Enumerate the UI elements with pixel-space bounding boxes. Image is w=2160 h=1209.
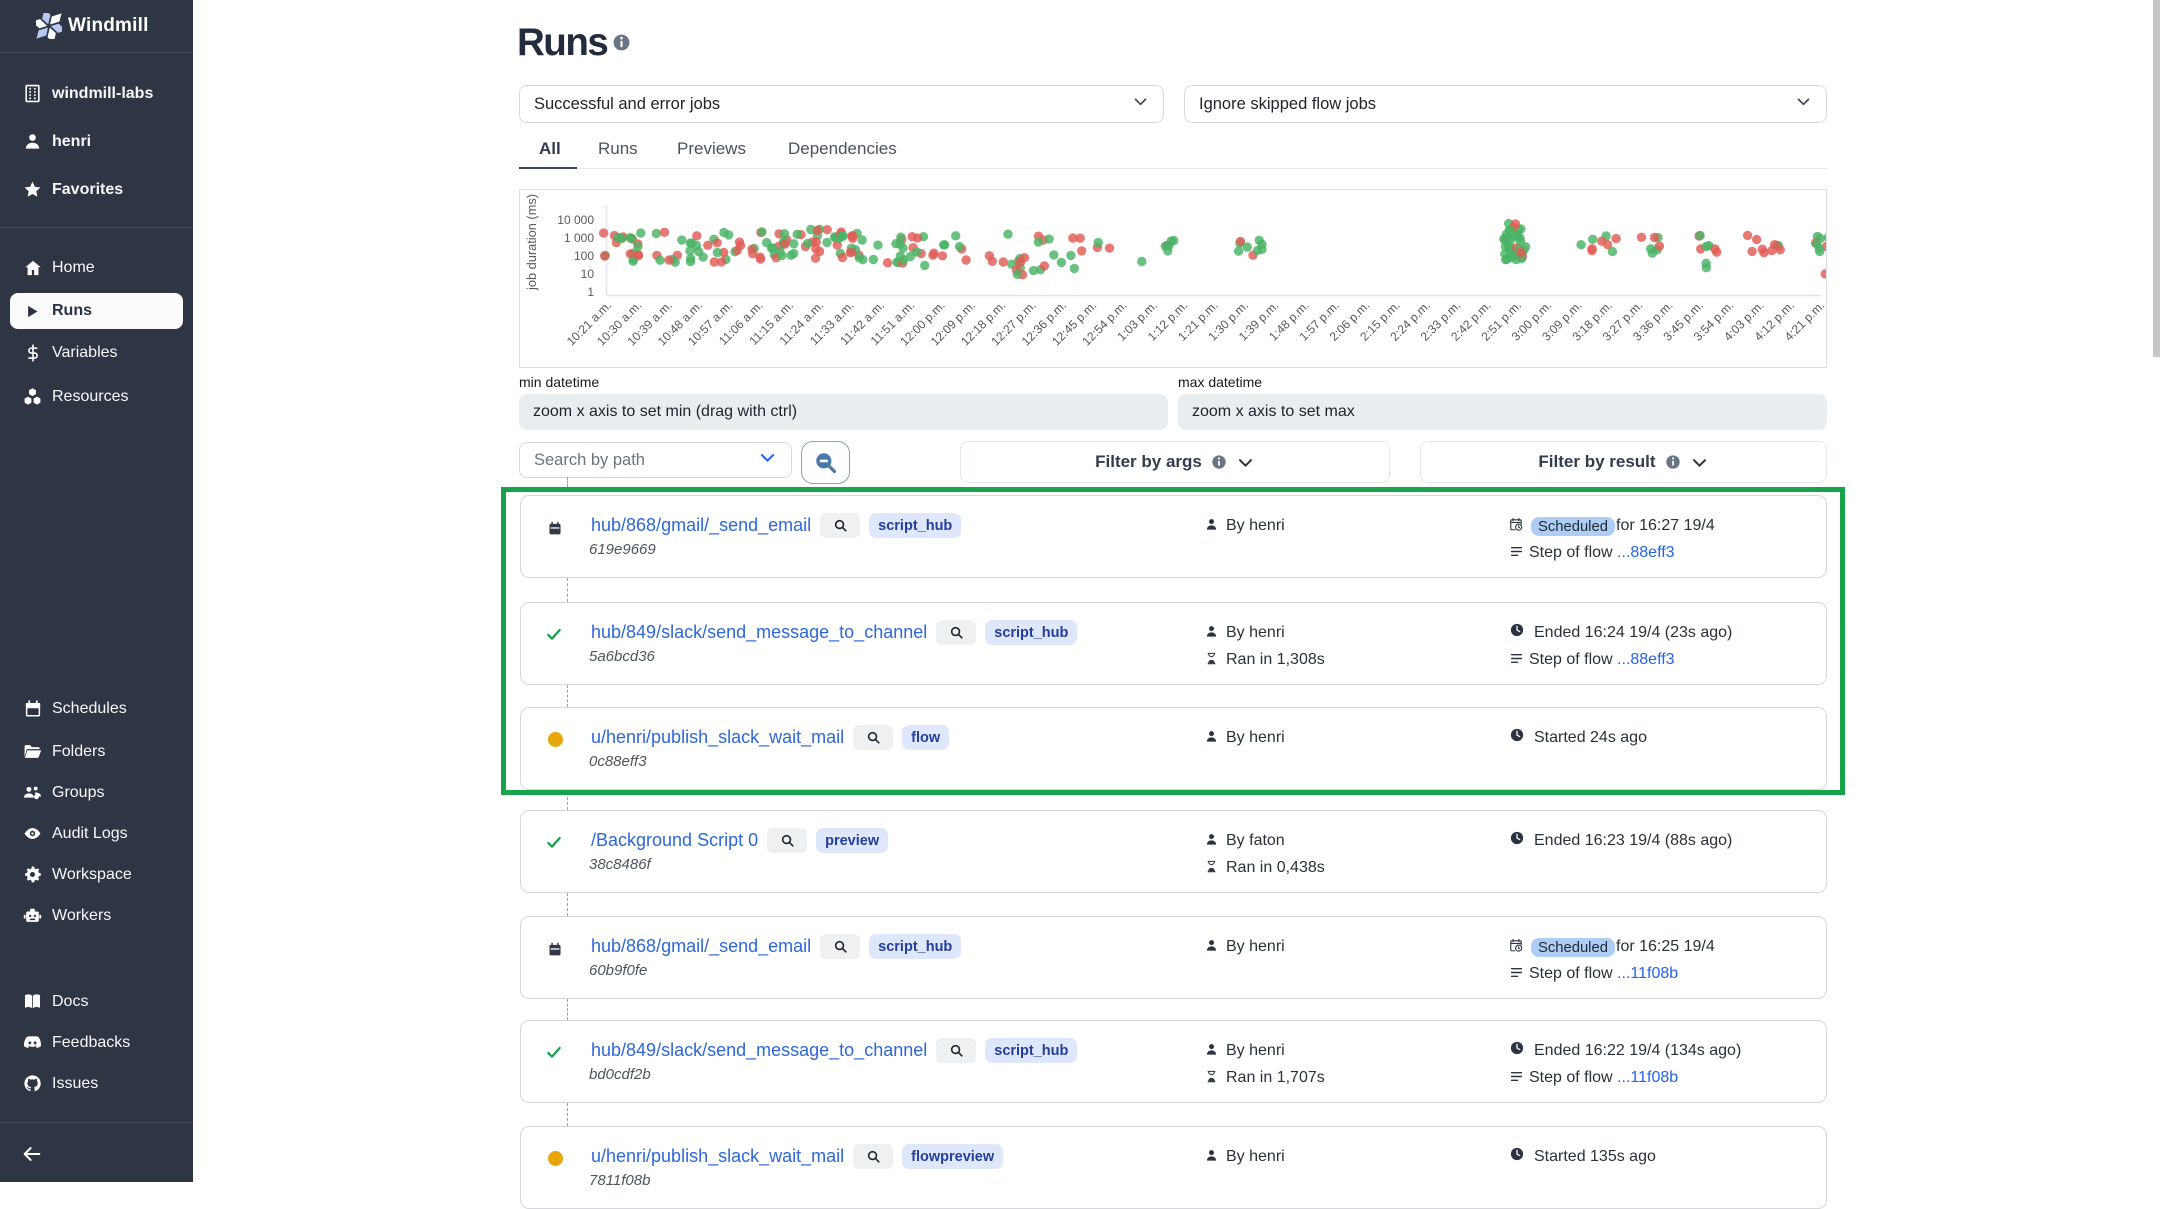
svg-text:1 000: 1 000 bbox=[564, 231, 594, 245]
svg-text:job duration (ms): job duration (ms) bbox=[524, 194, 539, 291]
svg-text:10: 10 bbox=[581, 267, 595, 281]
svg-text:100: 100 bbox=[574, 249, 594, 263]
svg-text:10 000: 10 000 bbox=[557, 213, 594, 227]
svg-text:1: 1 bbox=[587, 285, 594, 299]
